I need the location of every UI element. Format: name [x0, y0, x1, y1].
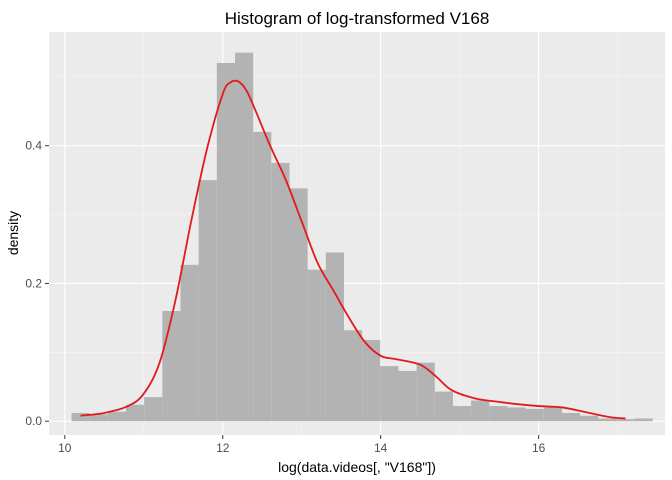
histogram-bar [380, 366, 399, 422]
x-tick-label: 16 [532, 441, 546, 455]
histogram-bar [616, 419, 635, 422]
density-curve [80, 79, 626, 420]
histogram-bar [126, 404, 145, 422]
histogram-bar [325, 252, 344, 422]
histogram-bar [507, 407, 526, 422]
x-tick-label: 10 [58, 441, 72, 455]
x-axis-ticks: 10 12 14 16 [58, 435, 546, 455]
histogram-bar [434, 391, 453, 422]
histogram-bar [216, 63, 235, 422]
histogram-bar [362, 339, 381, 422]
histogram-bar [561, 412, 581, 422]
histogram-bar [89, 414, 108, 422]
histogram-bar [71, 412, 90, 422]
histogram-bar [107, 411, 126, 422]
histogram-bar [580, 415, 599, 422]
y-tick-label: 0.0 [25, 414, 42, 428]
y-tick-label: 0.2 [25, 276, 42, 290]
histogram-bar [180, 264, 199, 422]
histogram-bar [253, 131, 272, 422]
histogram-bar [144, 397, 163, 422]
x-tick-label: 14 [374, 441, 388, 455]
x-tick-label: 12 [216, 441, 230, 455]
histogram-bar [198, 180, 217, 422]
histogram-bar [471, 400, 490, 422]
histogram-bar [416, 362, 435, 422]
histogram-bar [289, 188, 308, 422]
histogram-bar [271, 162, 290, 422]
histogram-bar [162, 311, 181, 422]
histogram-bar [598, 418, 617, 422]
histogram-bar [489, 406, 508, 422]
y-axis-ticks: 0.0 0.2 0.4 [25, 139, 49, 428]
histogram-bar [634, 418, 653, 422]
chart-title: Histogram of log-transformed V168 [225, 9, 490, 28]
y-axis-title: density [5, 211, 21, 255]
histogram-bar [307, 269, 326, 422]
histogram-bar [234, 52, 254, 422]
histogram-bar [398, 370, 417, 422]
x-axis-title: log(data.videos[, "V168"]) [278, 459, 436, 475]
y-tick-label: 0.4 [25, 139, 42, 153]
histogram-bar [452, 406, 472, 422]
histogram-bar [343, 330, 363, 422]
histogram-bar [543, 407, 562, 422]
histogram-bar [525, 408, 544, 422]
